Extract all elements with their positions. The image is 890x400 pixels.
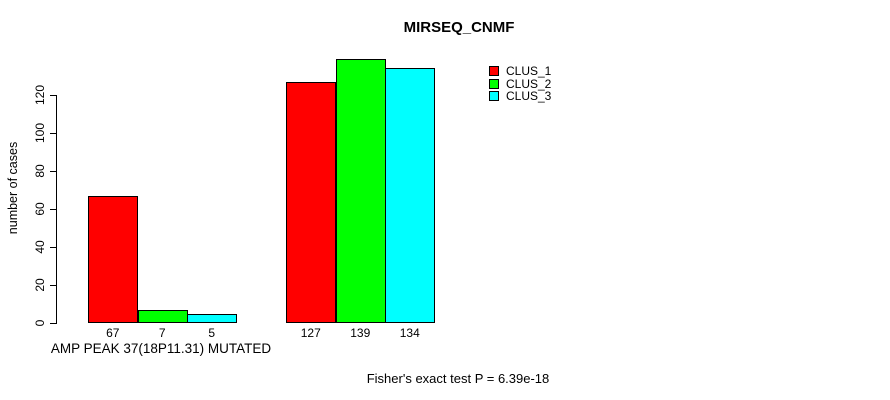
- legend-item-clus_2: CLUS_2: [489, 76, 552, 91]
- bar-clus_2-group2: [335, 58, 386, 323]
- legend: CLUS_1 CLUS_2 CLUS_3: [489, 65, 551, 103]
- bar-value-label: 67: [106, 326, 120, 340]
- y-axis-tick-label: 40: [33, 240, 47, 254]
- legend-label: CLUS_1: [506, 64, 552, 78]
- y-axis-tick-label: 80: [33, 164, 47, 178]
- y-axis-tick: [50, 95, 56, 96]
- y-axis-tick: [50, 209, 56, 210]
- legend-swatch-clus_2: [489, 78, 499, 89]
- bar-value-label: 139: [350, 326, 371, 340]
- legend-swatch-clus_1: [489, 66, 499, 77]
- bar-value-label: 127: [300, 326, 321, 340]
- y-axis-tick: [50, 285, 56, 286]
- y-axis-tick: [50, 133, 56, 134]
- x-axis-label: AMP PEAK 37(18P11.31) MUTATED: [50, 341, 272, 356]
- bar-clus_2-group1: [137, 309, 188, 323]
- y-axis-tick-label: 60: [33, 202, 47, 216]
- y-axis-tick-label: 120: [33, 84, 47, 106]
- y-axis-line: [56, 95, 57, 324]
- bar-value-label: 5: [208, 326, 216, 340]
- y-axis-tick: [50, 323, 56, 324]
- legend-label: CLUS_2: [506, 76, 552, 91]
- bar-clus_3-group1: [187, 313, 237, 323]
- chart-title: MIRSEQ_CNMF: [403, 19, 515, 36]
- bar-clus_1-group2: [286, 81, 336, 323]
- bar-value-label: 134: [399, 326, 420, 340]
- legend-swatch-clus_3: [489, 91, 499, 102]
- y-axis-label: number of cases: [6, 141, 20, 235]
- legend-item-clus_3: CLUS_3: [489, 90, 551, 103]
- y-axis-tick-label: 100: [33, 122, 47, 144]
- bar-clus_1-group1: [88, 195, 138, 323]
- y-axis-tick: [50, 247, 56, 248]
- legend-item-clus_1: CLUS_1: [489, 65, 551, 78]
- y-axis-tick-label: 0: [33, 319, 47, 327]
- bar-clus_3-group2: [385, 68, 435, 323]
- fisher-test-annotation: Fisher's exact test P = 6.39e-18: [366, 371, 550, 386]
- y-axis-tick: [50, 171, 56, 172]
- legend-label: CLUS_3: [506, 89, 552, 103]
- bar-value-label: 7: [158, 326, 166, 340]
- y-axis-tick-label: 20: [33, 278, 47, 292]
